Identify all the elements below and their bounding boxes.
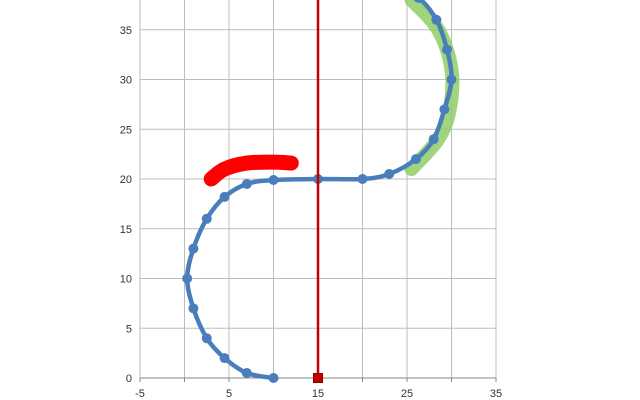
- series-1-point: [410, 154, 421, 165]
- series-1-point: [241, 178, 252, 189]
- y-tick-label: 5: [126, 323, 132, 335]
- series-1-point: [268, 174, 279, 185]
- series-1-point: [414, 0, 424, 3]
- series-1-point: [188, 303, 199, 314]
- series-1-point: [241, 368, 252, 379]
- y-tick-label: 0: [126, 373, 132, 385]
- highlight-stroke-1: [203, 154, 299, 187]
- x-tick-label: 15: [312, 388, 324, 400]
- series-1-point: [442, 44, 453, 55]
- tick-layer: -551525350510152025303540: [120, 25, 502, 400]
- series-1-point: [201, 333, 212, 344]
- y-tick-label: 30: [120, 75, 132, 87]
- y-tick-label: 15: [120, 224, 132, 236]
- series-1-point: [182, 273, 193, 284]
- series-1-point: [219, 191, 230, 202]
- y-tick-label: 35: [120, 25, 132, 37]
- series-1-point: [384, 169, 395, 180]
- series-1-point: [357, 174, 368, 184]
- series-1-point: [201, 213, 212, 224]
- y-tick-label: 20: [120, 174, 132, 186]
- x-tick-label: 5: [226, 388, 232, 400]
- series-1-point: [219, 353, 230, 364]
- series-2-point: [313, 373, 323, 383]
- series-1-point: [428, 134, 439, 145]
- highlight-layer: [203, 0, 460, 187]
- series-1-point: [446, 74, 457, 85]
- x-tick-label: 35: [490, 388, 502, 400]
- series-1-point: [439, 104, 450, 115]
- series-1-point: [268, 373, 279, 383]
- series-1-point: [188, 243, 199, 254]
- series-layer: [182, 0, 457, 383]
- y-tick-label: 10: [120, 274, 132, 286]
- series-line-1: [184, 0, 454, 381]
- series-1-point: [431, 14, 442, 25]
- x-tick-label: 25: [401, 388, 413, 400]
- y-tick-label: 25: [120, 124, 132, 136]
- x-tick-label: -5: [135, 388, 145, 400]
